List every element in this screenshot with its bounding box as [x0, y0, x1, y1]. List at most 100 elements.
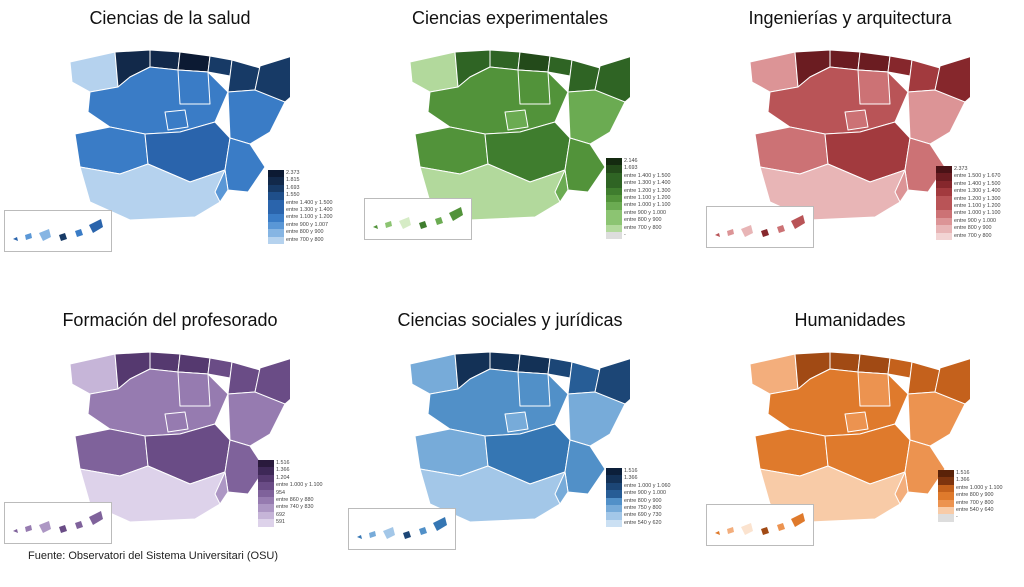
spain-map	[409, 351, 630, 523]
legend-item: entre 900 y 1.007	[268, 221, 332, 230]
legend-label: 1.366	[276, 467, 290, 474]
region-shape	[74, 428, 149, 477]
legend-swatch	[938, 499, 954, 507]
region-shape	[547, 55, 573, 77]
legend-item: entre 1.000 y 1.100	[936, 210, 1000, 218]
legend-swatch	[938, 484, 954, 493]
island-shape	[403, 531, 411, 539]
legend-label: entre 900 y 1.007	[286, 221, 328, 228]
region-shape	[164, 109, 189, 131]
legend-label: -	[624, 231, 626, 238]
region-shape	[177, 51, 211, 73]
legend-swatch	[606, 512, 622, 520]
legend-swatch	[606, 194, 622, 203]
island-shape	[89, 219, 103, 233]
legend-swatch	[936, 188, 952, 196]
region-shape	[164, 411, 189, 433]
legend-item: entre 1.000 y 1.100	[938, 484, 1002, 493]
region-shape	[887, 357, 913, 379]
legend-label: entre 1.100 y 1.200	[954, 202, 1001, 209]
legend-swatch	[606, 217, 622, 225]
legend-item: entre 1.000 y 1.060	[606, 482, 670, 491]
legend-item: 1.366	[258, 467, 322, 475]
legend-swatch	[606, 482, 622, 491]
map-title: Humanidades	[794, 310, 906, 330]
island-shape	[791, 513, 805, 527]
island-shape	[715, 233, 720, 237]
region-shape	[409, 51, 459, 93]
legend-label: 2.373	[954, 166, 968, 172]
legend-swatch	[606, 475, 622, 483]
map-legend: 1.516 1.366 entre 1.000 y 1.100 entre 800 y…	[938, 470, 1002, 522]
island-shape	[39, 229, 51, 241]
legend-swatch	[268, 229, 284, 237]
island-shape	[435, 217, 443, 225]
legend-item: entre 1.400 y 1.500	[936, 180, 1000, 189]
region-shape	[504, 109, 529, 131]
map-panel-ingenierias: Ingenierías y arquitectura 2.373 entre 1.…	[680, 0, 1020, 285]
legend-label: 1.204	[276, 474, 290, 481]
legend-swatch	[938, 477, 954, 485]
legend-swatch	[606, 519, 622, 528]
legend-label: entre 1.200 y 1.300	[954, 195, 1001, 202]
legend-item: entre 1.100 y 1.200	[936, 202, 1001, 211]
region-shape	[224, 137, 266, 193]
legend-label: entre 1.300 y 1.400	[624, 180, 671, 187]
legend-item: -	[938, 514, 1002, 522]
legend-swatch	[258, 467, 274, 475]
region-shape	[419, 465, 566, 523]
map-title: Ciencias experimentales	[411, 8, 609, 28]
region-shape	[517, 69, 551, 105]
legend-swatch	[938, 492, 954, 500]
legend-swatch	[606, 490, 622, 498]
legend-swatch	[938, 506, 954, 515]
legend-label: 1.815	[286, 177, 300, 184]
legend-item: entre 1.300 y 1.400	[606, 180, 671, 188]
region-shape	[907, 391, 966, 447]
legend-label: entre 1.400 y 1.500	[286, 199, 333, 206]
island-shape	[25, 525, 32, 532]
legend-label: entre 700 y 800	[956, 499, 994, 506]
legend-label: entre 1.100 y 1.200	[286, 214, 333, 221]
region-shape	[504, 411, 529, 433]
legend-item: 1.366	[938, 477, 1002, 485]
region-shape	[857, 51, 891, 73]
region-shape	[69, 353, 119, 395]
island-shape	[727, 527, 734, 534]
map-title: Ciencias sociales y jurídicas	[397, 310, 623, 330]
legend-swatch	[936, 202, 952, 211]
spain-map	[69, 49, 290, 221]
island-shape	[59, 525, 67, 533]
region-shape	[227, 89, 286, 145]
legend-swatch	[606, 497, 622, 505]
spain-map	[749, 351, 970, 523]
legend-item: entre 700 y 800	[936, 232, 1000, 240]
legend-label: entre 800 y 900	[954, 225, 992, 232]
legend-swatch	[936, 180, 952, 189]
legend-swatch	[938, 470, 954, 478]
region-shape	[857, 353, 891, 375]
island-shape	[39, 521, 51, 533]
legend-label: entre 1.300 y 1.400	[286, 206, 333, 213]
region-shape	[754, 126, 829, 175]
island-shape	[791, 215, 805, 229]
region-shape	[79, 163, 226, 221]
island-shape	[399, 217, 411, 229]
legend-item: entre 900 y 1.000	[606, 209, 670, 218]
map-panel-profesorado: Formación del profesorado 1.516 1.366 1.20…	[0, 302, 340, 587]
island-shape	[383, 527, 395, 539]
island-shape	[89, 511, 103, 525]
map-title: Ciencias de la salud	[89, 8, 251, 28]
region-shape	[844, 109, 869, 131]
legend-swatch	[258, 496, 274, 505]
legend-swatch	[938, 514, 954, 522]
canary-islands-inset	[348, 508, 456, 550]
legend-label: entre 1.100 y 1.200	[624, 194, 671, 201]
legend-swatch	[258, 511, 274, 520]
legend-label: 1.366	[624, 475, 638, 482]
legend-swatch	[606, 209, 622, 218]
map-panel-experimentales: Ciencias experimentales 2.146 1.693 entre …	[340, 0, 680, 285]
map-panel-sociales: Ciencias sociales y jurídicas 1.516 1.366…	[340, 302, 680, 587]
legend-swatch	[606, 187, 622, 195]
legend-item: entre 1.200 y 1.300	[936, 195, 1001, 203]
